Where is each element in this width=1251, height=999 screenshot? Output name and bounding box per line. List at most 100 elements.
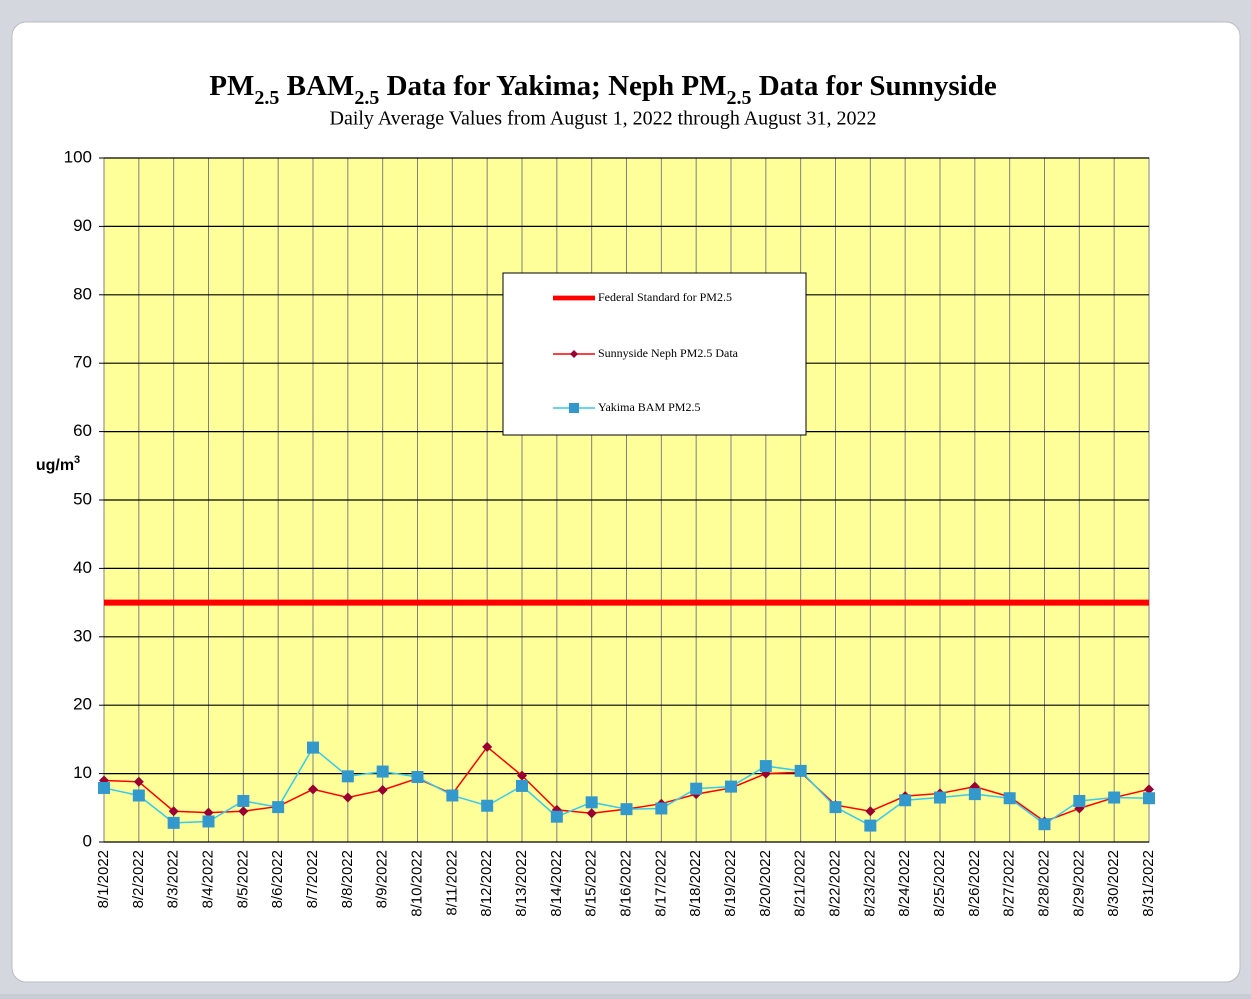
text-part: 3 <box>74 454 80 466</box>
marker <box>481 799 494 812</box>
x-tick-label: 8/1/2022 <box>95 850 112 908</box>
legend-marker <box>570 350 578 358</box>
legend-marker <box>569 403 579 413</box>
marker <box>1003 792 1016 805</box>
marker <box>341 770 354 783</box>
marker <box>865 806 876 817</box>
x-tick-label: 8/31/2022 <box>1140 850 1157 917</box>
x-tick-label: 8/16/2022 <box>617 850 634 917</box>
y-axis-label: ug/m3 <box>36 454 80 474</box>
x-tick-label: 8/11/2022 <box>443 850 460 916</box>
marker <box>968 788 981 801</box>
marker <box>202 815 215 828</box>
marker <box>308 784 318 795</box>
text-part: 2.5 <box>254 87 279 109</box>
text-part: PM <box>209 70 254 102</box>
y-tick-label: 30 <box>73 626 92 645</box>
marker <box>550 810 563 823</box>
x-tick-label: 8/30/2022 <box>1105 850 1122 917</box>
text-part: Data for Sunnyside <box>751 70 996 102</box>
marker <box>1144 784 1154 795</box>
marker <box>482 741 493 752</box>
y-tick-label: 10 <box>73 763 92 782</box>
x-tick-label: 8/19/2022 <box>722 850 739 917</box>
x-tick-label: 8/4/2022 <box>199 850 216 908</box>
y-tick-label: 40 <box>73 558 92 577</box>
y-tick-label: 80 <box>73 284 92 303</box>
marker <box>899 794 912 807</box>
x-tick-label: 8/10/2022 <box>408 850 425 917</box>
x-tick-label: 8/25/2022 <box>931 850 948 917</box>
marker <box>690 782 703 795</box>
marker <box>655 802 668 815</box>
x-tick-label: 8/18/2022 <box>687 850 704 917</box>
marker <box>167 816 180 829</box>
x-tick-label: 8/29/2022 <box>1070 850 1087 917</box>
marker <box>934 791 946 804</box>
y-tick-label: 60 <box>73 421 92 440</box>
marker <box>586 808 597 819</box>
x-tick-label: 8/3/2022 <box>165 850 182 908</box>
legend-label: Yakima BAM PM2.5 <box>598 400 700 414</box>
x-tick-label: 8/8/2022 <box>339 850 356 908</box>
marker <box>342 792 353 803</box>
x-tick-label: 8/17/2022 <box>652 850 669 917</box>
marker <box>516 779 528 792</box>
x-tick-label: 8/24/2022 <box>896 850 913 917</box>
marker <box>759 760 772 773</box>
text-part: BAM <box>279 70 354 102</box>
x-tick-label: 8/23/2022 <box>861 850 878 917</box>
chart-title: PM2.5 BAM2.5 Data for Yakima; Neph PM2.5… <box>209 70 997 109</box>
marker <box>446 789 459 802</box>
marker <box>376 765 389 778</box>
x-tick-label: 8/6/2022 <box>269 850 286 908</box>
x-tick-label: 8/27/2022 <box>1001 850 1018 917</box>
marker <box>203 807 214 818</box>
x-tick-label: 8/7/2022 <box>304 850 321 908</box>
x-tick-label: 8/9/2022 <box>374 850 391 908</box>
y-tick-label: 0 <box>83 831 92 850</box>
text-part: 2.5 <box>354 87 379 109</box>
marker <box>725 780 737 793</box>
y-tick-label: 100 <box>64 147 92 166</box>
marker <box>864 819 877 832</box>
x-tick-label: 8/15/2022 <box>583 850 600 917</box>
marker <box>829 801 842 814</box>
marker <box>1143 792 1155 805</box>
marker <box>98 781 110 794</box>
y-tick-label: 50 <box>73 489 92 508</box>
x-tick-label: 8/26/2022 <box>966 850 983 917</box>
text-part: 2.5 <box>726 87 751 109</box>
marker <box>237 794 250 807</box>
marker <box>411 771 424 784</box>
marker <box>1073 794 1086 807</box>
y-tick-label: 90 <box>73 216 92 235</box>
marker <box>168 806 179 817</box>
marker <box>620 803 633 816</box>
text-part: ug/m <box>36 457 74 474</box>
chart-subtitle: Daily Average Values from August 1, 2022… <box>330 108 877 130</box>
x-tick-label: 8/22/2022 <box>826 850 843 917</box>
x-tick-label: 8/2/2022 <box>130 850 147 908</box>
marker <box>1108 791 1121 804</box>
x-tick-label: 8/12/2022 <box>478 850 495 917</box>
x-tick-label: 8/28/2022 <box>1035 850 1052 917</box>
y-tick-label: 70 <box>73 353 92 372</box>
marker <box>1038 818 1051 831</box>
x-tick-label: 8/5/2022 <box>234 850 251 908</box>
marker <box>585 796 598 809</box>
marker <box>132 789 145 802</box>
marker <box>238 806 249 817</box>
x-tick-label: 8/21/2022 <box>792 850 809 917</box>
marker <box>794 764 807 777</box>
marker <box>307 741 319 754</box>
text-part: Data for Yakima; Neph PM <box>379 70 726 102</box>
legend-label: Sunnyside Neph PM2.5 Data <box>598 346 739 360</box>
x-tick-label: 8/14/2022 <box>548 850 565 917</box>
marker <box>272 801 285 814</box>
legend-label: Federal Standard for PM2.5 <box>598 290 732 304</box>
x-tick-label: 8/13/2022 <box>513 850 530 917</box>
y-tick-label: 20 <box>73 695 92 714</box>
marker <box>133 776 144 787</box>
